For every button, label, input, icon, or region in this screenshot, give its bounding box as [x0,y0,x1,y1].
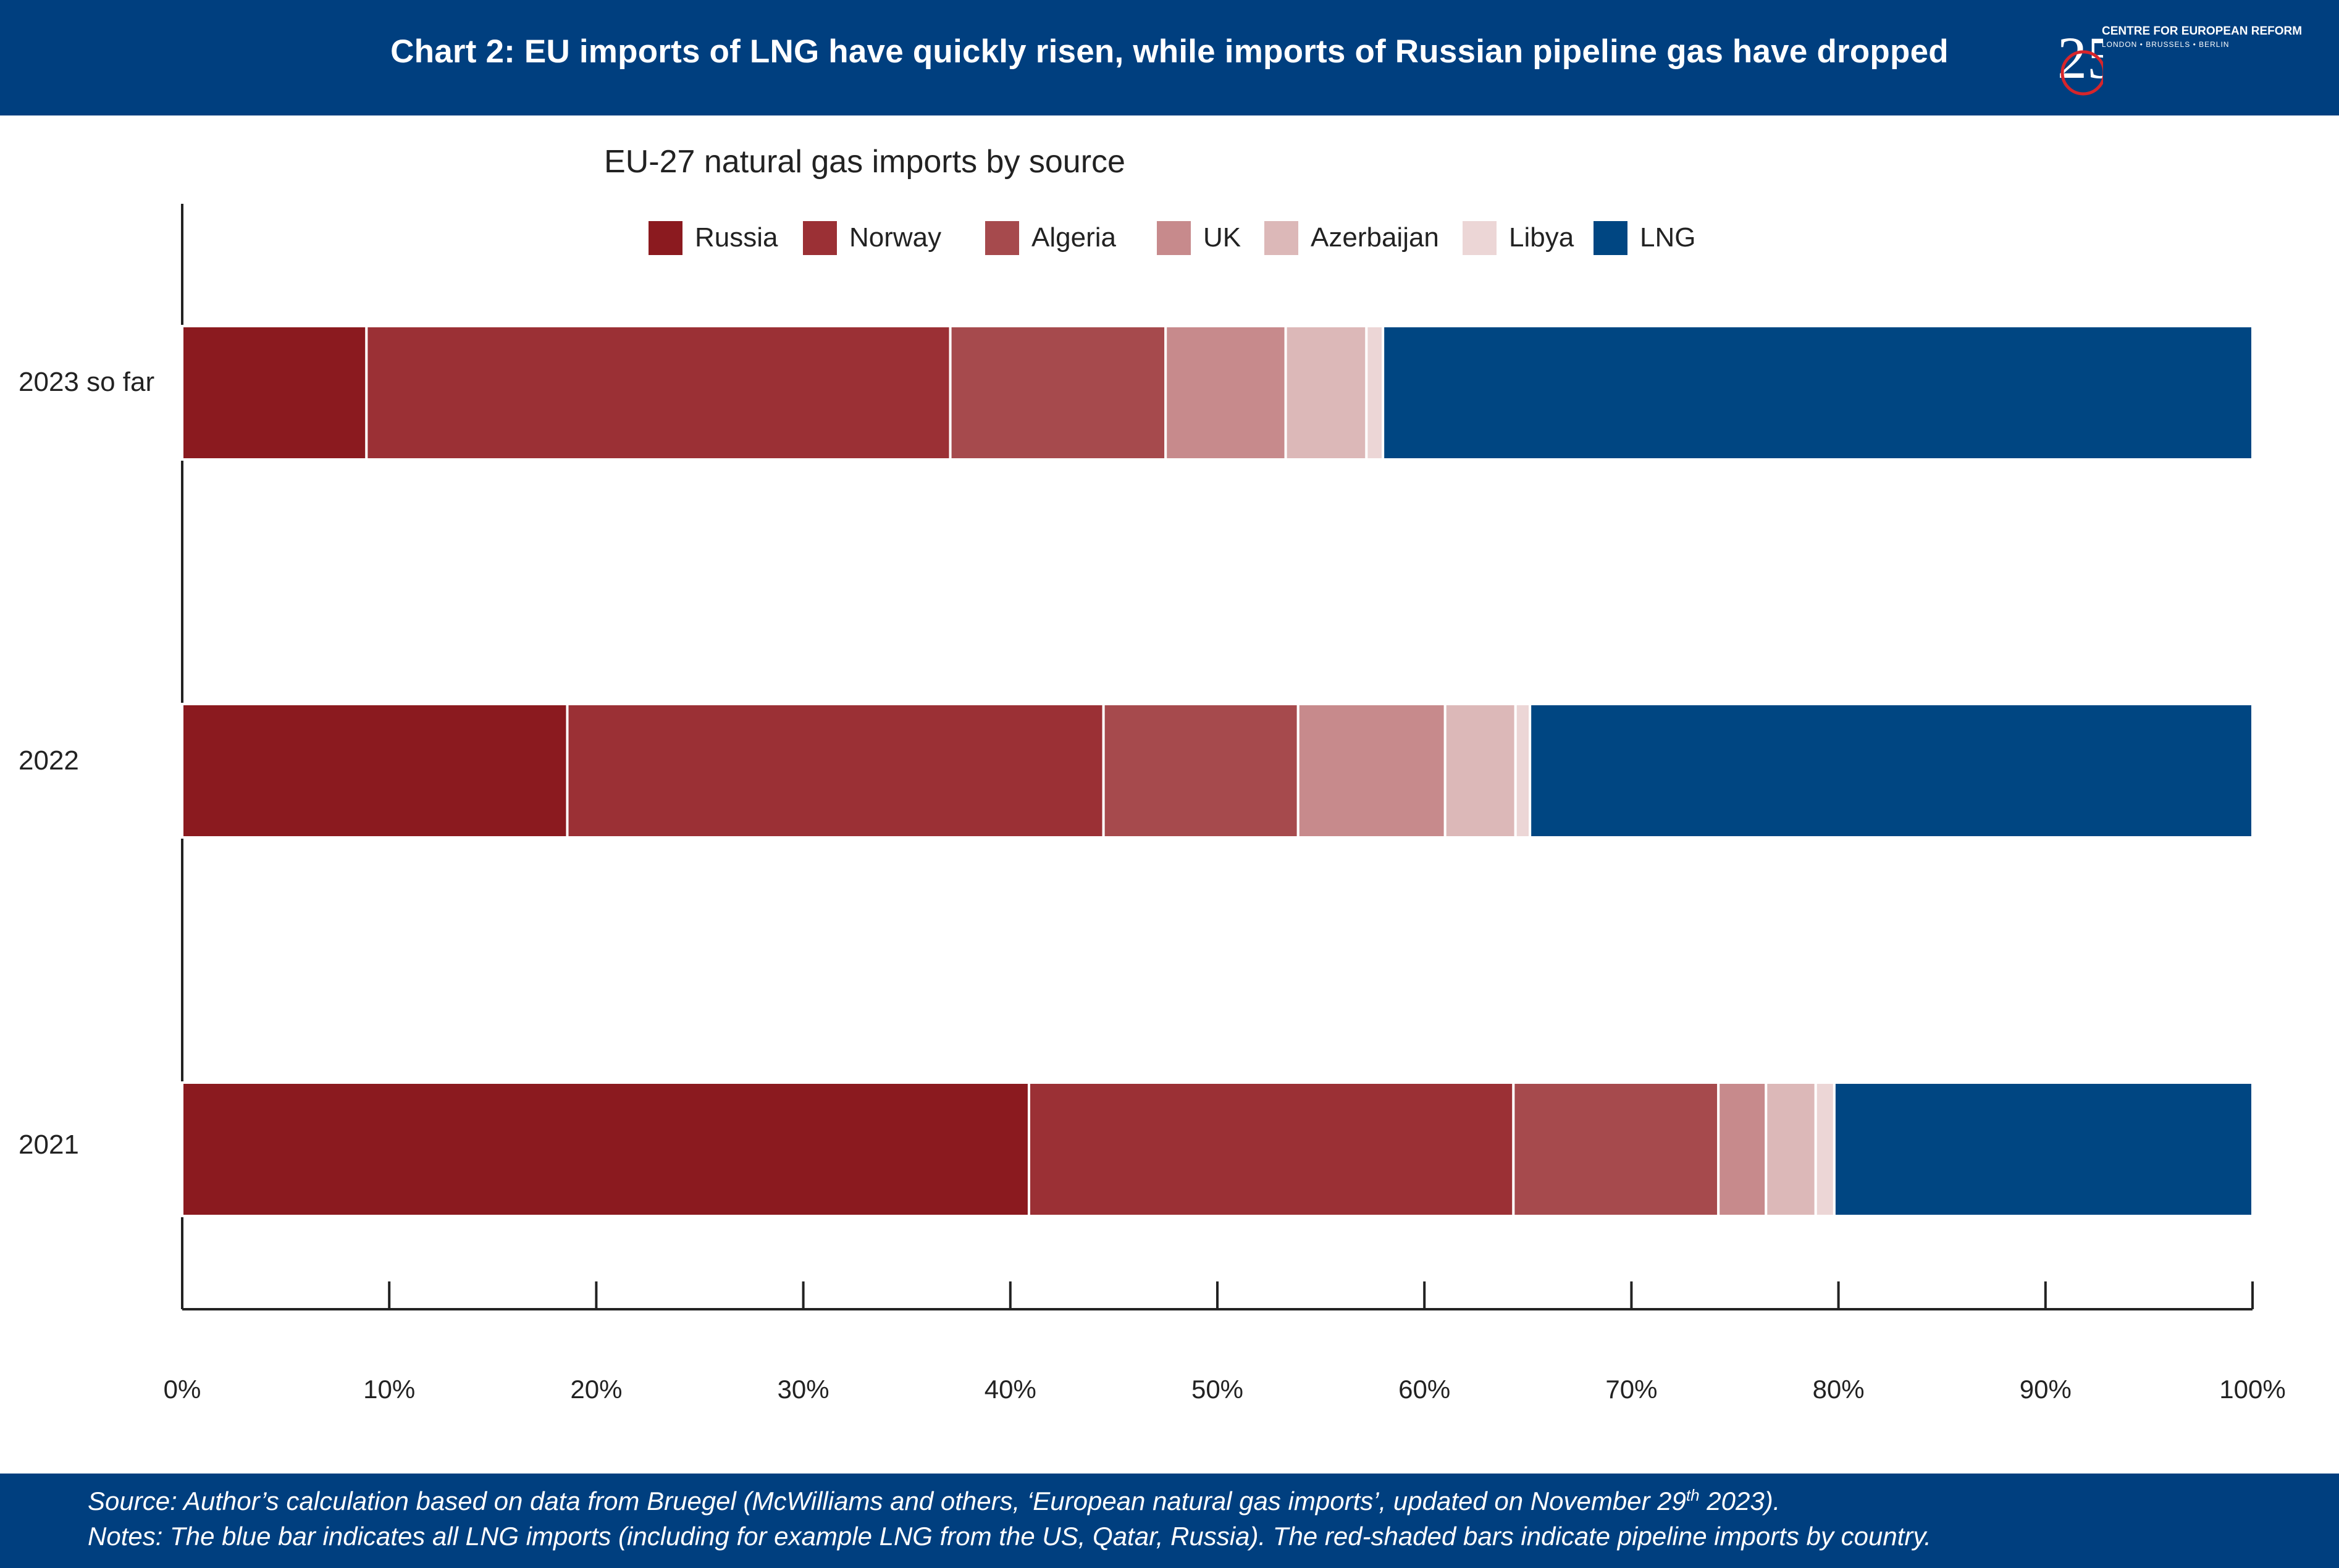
legend-item-azerbaijan: Azerbaijan [1264,219,1439,256]
bar-2021-libya [1814,1081,1836,1217]
cer-logo: 25 CENTRE FOR EUROPEAN REFORM LONDON • B… [2054,19,2325,105]
bar-2021-algeria [1512,1081,1720,1217]
x-tick-label: 100% [2219,1375,2286,1404]
legend-swatch [649,220,682,255]
legend-label: LNG [1640,222,1696,253]
x-tick-label: 30% [777,1375,829,1404]
legend-label: Russia [695,222,778,253]
legend-swatch [803,220,837,255]
x-tick-label: 80% [1812,1375,1865,1404]
bar-2023-so-far-azerbaijan [1284,325,1368,461]
logo-ring-icon [2060,50,2103,96]
x-tick-label: 70% [1605,1375,1658,1404]
legend-label: Algeria [1031,222,1116,253]
chart-heading: Chart 2: EU imports of LNG have quickly … [390,33,1949,70]
x-tick-label: 60% [1398,1375,1451,1404]
legend-swatch [985,220,1019,255]
legend-item-uk: UK [1157,219,1241,256]
x-tick-label: 40% [984,1375,1036,1404]
logo-25-mark: 25 [2057,25,2103,96]
footer-bar: Source: Author’s calculation based on da… [0,1474,2339,1568]
x-tick-label: 20% [570,1375,623,1404]
bar-2021-lng [1833,1081,2254,1217]
bar-2023-so-far-russia [181,325,368,461]
legend-item-lng: LNG [1594,219,1695,256]
source-superscript: th [1686,1486,1700,1504]
bar-2021-norway [1027,1081,1515,1217]
bar-2023-so-far-lng [1382,325,2254,461]
legend-swatch [1157,220,1191,255]
chart-title: EU-27 natural gas imports by source [604,144,1125,180]
bar-2023-so-far-norway [365,325,952,461]
legend-item-libya: Libya [1463,219,1574,256]
bar-chart [181,204,2254,1310]
y-category-label: 2021 [19,1130,79,1160]
bar-2023-so-far-uk [1164,325,1287,461]
source-text: Source: Author’s calculation based on da… [88,1486,1686,1516]
y-category-label: 2022 [19,745,79,776]
legend-swatch [1463,220,1497,255]
bar-2022-norway [566,703,1105,839]
legend-swatch [1264,220,1298,255]
bar-2023-so-far-algeria [949,325,1167,461]
logo-cities: LONDON • BRUSSELS • BERLIN [2102,40,2230,49]
legend-label: Norway [849,222,942,253]
bar-2022-lng [1529,703,2254,839]
bar-2022-russia [181,703,569,839]
x-tick-label: 50% [1191,1375,1244,1404]
bar-2021-uk [1717,1081,1768,1217]
legend-label: Azerbaijan [1311,222,1439,253]
bar-2022-uk [1296,703,1447,839]
bar-2021-azerbaijan [1765,1081,1817,1217]
notes-text: Notes: The blue bar indicates all LNG im… [88,1522,1931,1551]
bar-2021-russia [181,1081,1030,1217]
bar-2023-so-far-libya [1365,325,1385,461]
logo-org-name: CENTRE FOR EUROPEAN REFORM [2102,25,2303,38]
legend-item-russia: Russia [649,219,778,256]
bar-2022-libya [1514,703,1532,839]
legend-label: UK [1203,222,1241,253]
x-tick-label: 0% [163,1375,201,1404]
x-tick-label: 10% [363,1375,416,1404]
bar-2022-algeria [1102,703,1300,839]
bar-2022-azerbaijan [1443,703,1517,839]
x-tick-label: 90% [2019,1375,2072,1404]
source-note: Source: Author’s calculation based on da… [88,1486,1780,1516]
legend-label: Libya [1509,222,1574,253]
legend: Russia Norway Algeria UK Azerbaijan Libya LNG [0,219,2339,256]
header-bar: Chart 2: EU imports of LNG have quickly … [0,0,2339,115]
source-text-end: 2023). [1699,1486,1781,1516]
legend-item-algeria: Algeria [985,219,1116,256]
legend-swatch [1594,220,1627,255]
y-category-label: 2023 so far [19,367,155,397]
legend-item-norway: Norway [803,219,941,256]
